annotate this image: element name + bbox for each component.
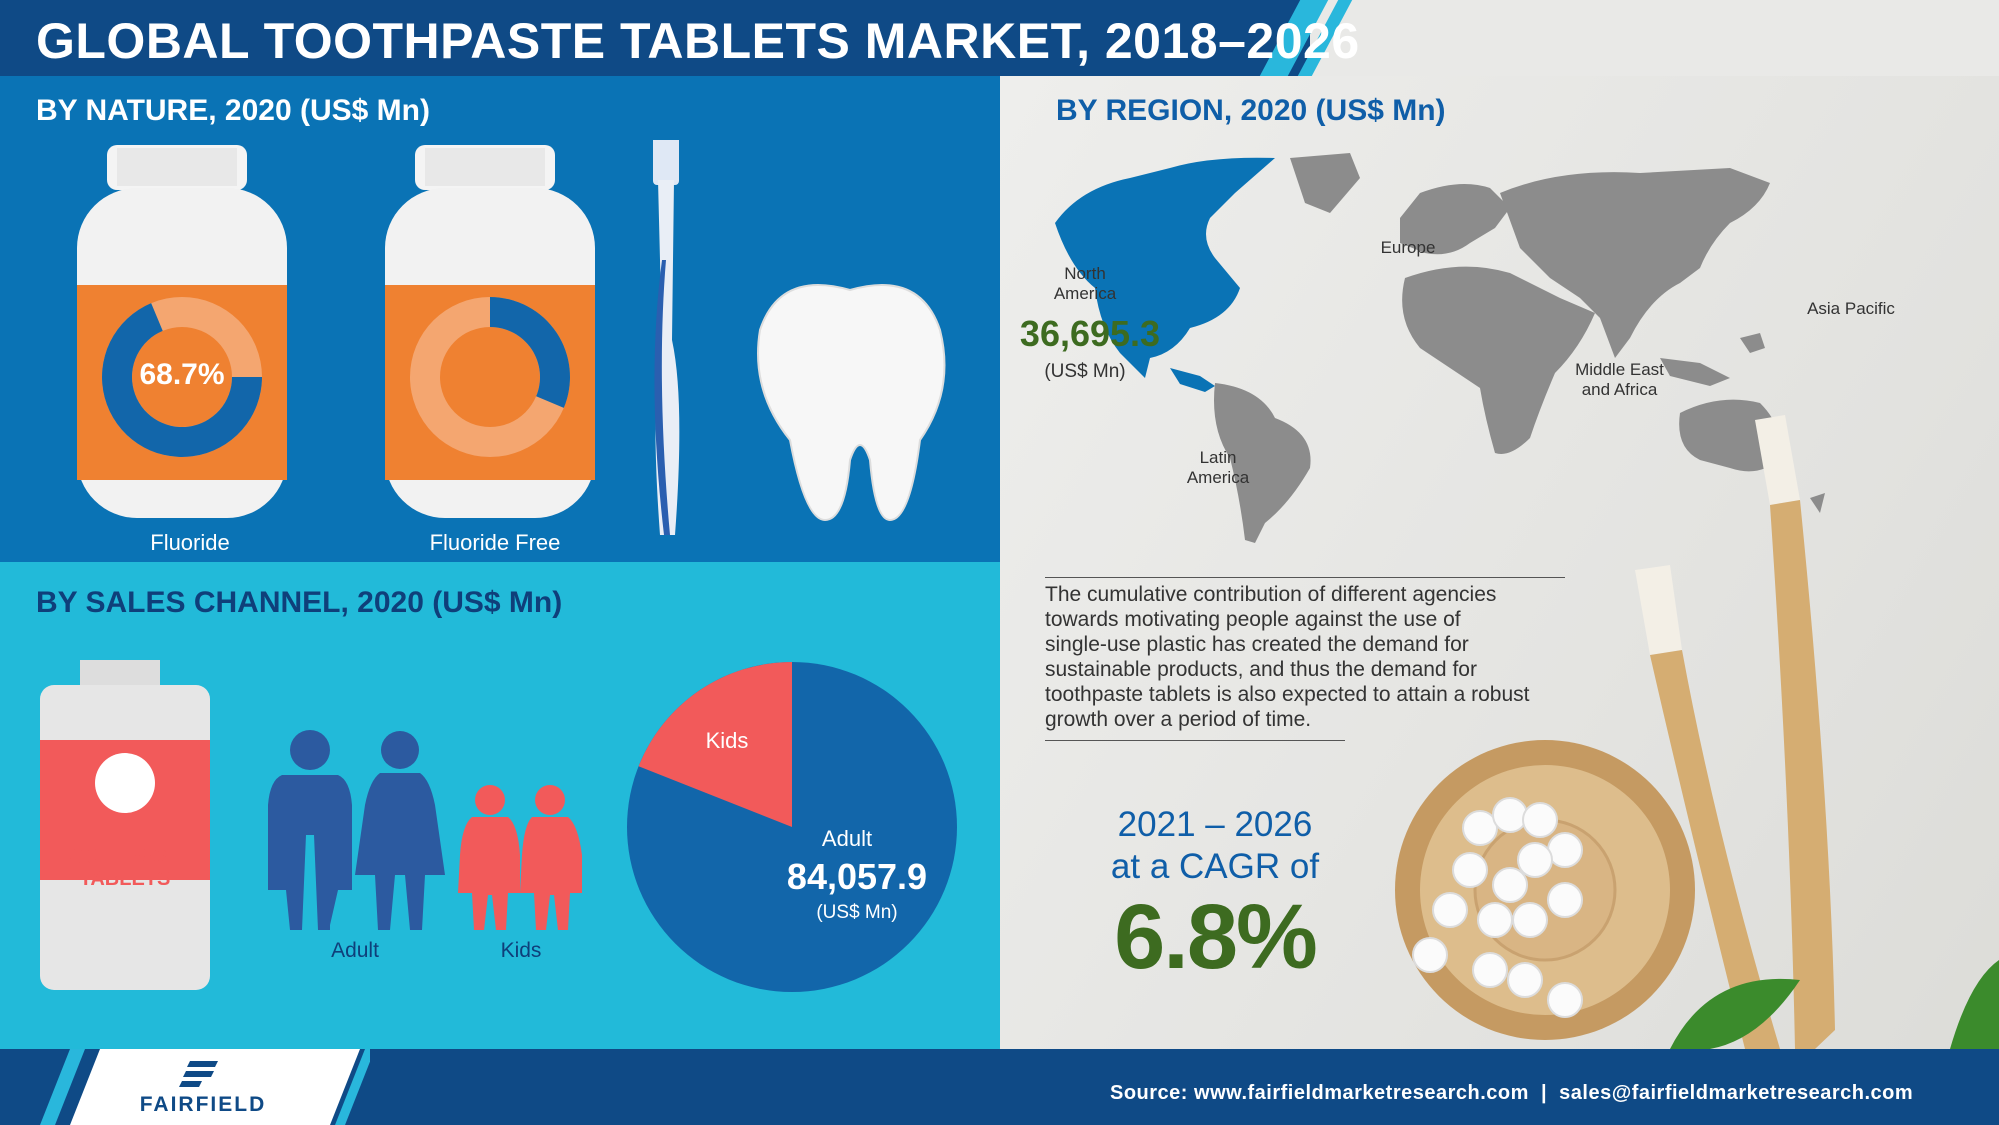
adult-figures [268, 730, 445, 930]
pie-adult-unit: (US$ Mn) [816, 902, 898, 923]
region-heading: BY REGION, 2020 (US$ Mn) [1056, 94, 1446, 127]
label-mea-line1: Middle East [1575, 360, 1664, 379]
world-map [1055, 153, 1825, 543]
label-north-america-line1: North [1064, 264, 1106, 283]
fluoride-share-arc [102, 303, 262, 457]
footer-email-link[interactable]: sales@fairfieldmarketresearch.com [1559, 1082, 1914, 1104]
label-north-america: North America [1040, 264, 1130, 304]
wood-slice [1395, 740, 1695, 1040]
map-greenland [1290, 153, 1360, 213]
map-latin-america [1214, 383, 1311, 543]
cagr-text: at a CAGR of [1110, 847, 1320, 886]
description-rule-bottom [1045, 740, 1345, 741]
map-europe [1400, 184, 1510, 255]
label-north-america-line2: America [1053, 284, 1117, 303]
tablet-canister [40, 660, 210, 990]
nature-heading: BY NATURE, 2020 (US$ Mn) [36, 94, 430, 127]
description-line: single-use plastic has created the deman… [1045, 633, 1469, 656]
footer-source: Source: www.fairfieldmarketresearch.com … [1110, 1082, 1913, 1105]
fairfield-logo-mark [179, 1061, 218, 1087]
north-america-unit: (US$ Mn) [1044, 361, 1126, 382]
description-line: growth over a period of time. [1045, 708, 1312, 731]
label-mea-line2: and Africa [1581, 380, 1658, 399]
description-line: towards motivating people against the us… [1045, 608, 1461, 631]
north-america-value: 36,695.3 [1019, 313, 1161, 354]
kids-figures [458, 785, 582, 930]
toothbrush-illustration [653, 140, 680, 535]
product-label-line1: TOOTHPASTE [57, 846, 193, 868]
fluoride-free-share-arc [490, 297, 570, 408]
pie-adult-label: Adult [821, 826, 873, 851]
map-africa [1402, 266, 1595, 454]
map-asia-pacific-islands [1660, 333, 1765, 386]
label-latam-line2: America [1186, 468, 1250, 487]
sales-illustration [40, 660, 582, 990]
footer-source-link[interactable]: Source: www.fairfieldmarketresearch.com [1110, 1082, 1529, 1104]
cagr-period: 2021 – 2026 [1117, 805, 1313, 844]
product-label-line2: TABLETS [79, 868, 171, 890]
nature-illustration [77, 140, 946, 535]
map-asia [1500, 168, 1770, 358]
footer-brand: FAIRFIELD [139, 1093, 267, 1116]
sales-pie-chart [627, 662, 957, 992]
pie-adult-value: 84,057.9 [786, 856, 928, 897]
title-bar [0, 0, 1353, 76]
bamboo-toothbrush-2 [1635, 565, 1780, 1049]
description-line: The cumulative contribution of different… [1045, 583, 1497, 606]
pie-kids-label: Kids [705, 728, 749, 753]
fluoride-free-label: Fluoride Free [429, 530, 561, 555]
fluoride-donut [102, 297, 262, 457]
description-line: sustainable products, and thus the deman… [1045, 658, 1477, 681]
product-label: TOOTHPASTE TABLETS [40, 846, 210, 890]
green-leaves [1670, 960, 1999, 1049]
kids-figure-label: Kids [500, 939, 542, 962]
label-latin-america: Latin America [1178, 448, 1258, 488]
map-new-zealand [1810, 493, 1825, 513]
tablets [1412, 797, 1583, 1018]
description-line: toothpaste tablets is also expected to a… [1045, 683, 1530, 706]
adult-figure-label: Adult [331, 939, 379, 962]
bamboo-toothbrush-1 [1755, 415, 1835, 1049]
cagr-value: 6.8% [1114, 886, 1318, 988]
pie-slice-kids [638, 662, 792, 827]
footer-separator: | [1540, 1082, 1548, 1104]
label-europe: Europe [1380, 238, 1436, 257]
label-middle-east-africa: Middle East and Africa [1562, 360, 1677, 400]
map-north-america [1055, 157, 1275, 392]
footer-logo-panel [40, 1049, 370, 1125]
decorative-photo [1395, 415, 1999, 1049]
label-asia-pacific: Asia Pacific [1807, 299, 1895, 318]
fluoride-free-donut [410, 297, 570, 457]
sales-heading: BY SALES CHANNEL, 2020 (US$ Mn) [36, 586, 563, 619]
label-latam-line1: Latin [1199, 448, 1237, 467]
description-text: The cumulative contribution of different… [1045, 582, 1605, 732]
fluoride-label: Fluoride [150, 530, 230, 555]
fluoride-share-label: 68.7% [139, 358, 225, 391]
description-rule-top [1045, 577, 1565, 578]
tooth-illustration [757, 284, 946, 522]
page-title: GLOBAL TOOTHPASTE TABLETS MARKET, 2018–2… [36, 13, 1360, 69]
